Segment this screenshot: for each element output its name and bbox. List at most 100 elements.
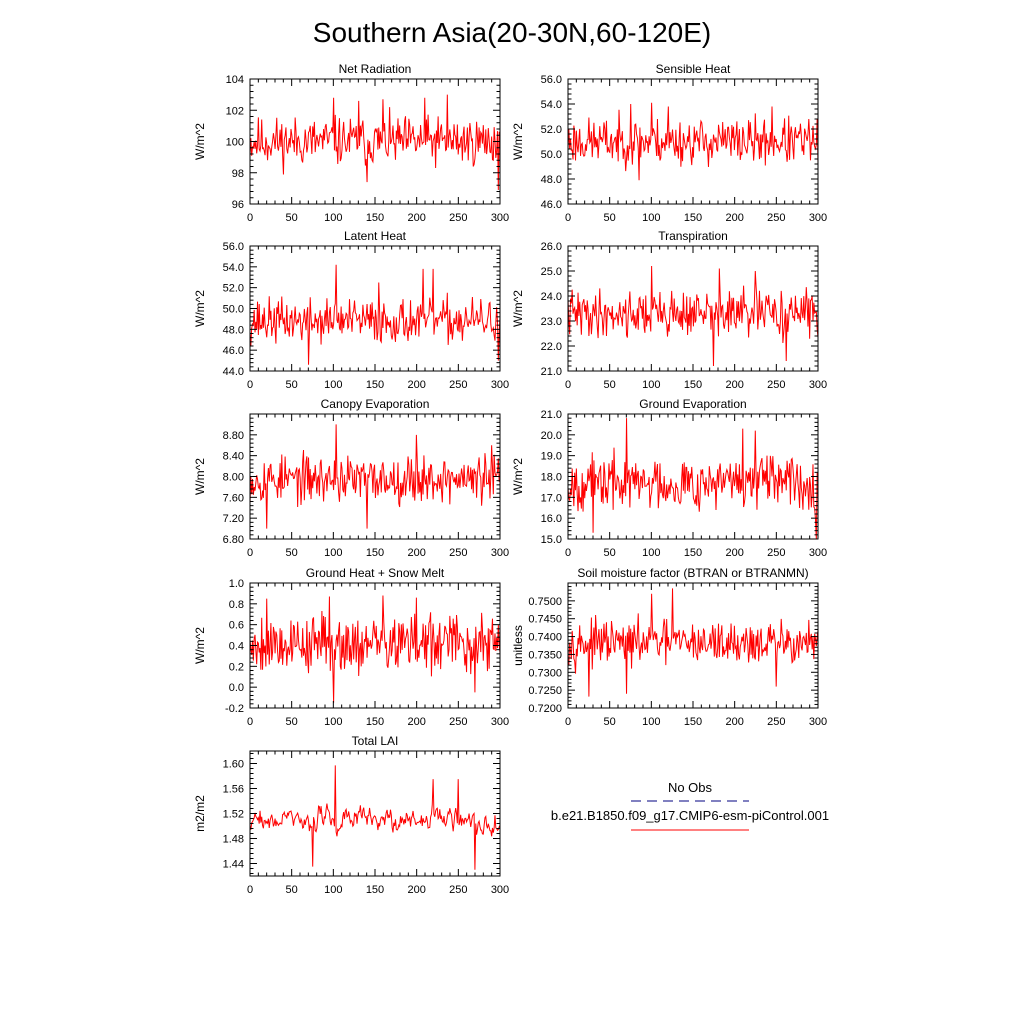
chart-panels: Net Radiation W/m^2 0 50 100 150 200 250 300 96 98… xyxy=(193,62,827,896)
x-tick-label: 250 xyxy=(767,716,785,728)
panel-title: Canopy Evaporation xyxy=(321,397,430,411)
y-tick-label: 7.20 xyxy=(223,513,244,525)
x-tick-label: 250 xyxy=(449,212,467,224)
series-line xyxy=(567,265,819,367)
series-line xyxy=(567,102,819,181)
y-tick-label: 98 xyxy=(232,168,244,180)
y-tick-label: 52.0 xyxy=(223,283,244,295)
x-tick-label: 250 xyxy=(449,547,467,559)
y-tick-label: 0.7400 xyxy=(528,632,562,644)
x-tick-label: 100 xyxy=(324,884,342,896)
panel-8: Soil moisture factor (BTRAN or BTRANMN) u… xyxy=(511,566,827,728)
y-tick-label: 1.0 xyxy=(229,578,244,590)
x-tick-label: 50 xyxy=(604,212,616,224)
y-tick-label: 16.0 xyxy=(541,513,562,525)
x-tick-label: 0 xyxy=(565,716,571,728)
y-tick-label: 21.0 xyxy=(541,366,562,378)
x-tick-label: 150 xyxy=(366,547,384,559)
x-tick-label: 100 xyxy=(642,212,660,224)
y-axis-label: W/m^2 xyxy=(193,458,207,495)
y-tick-label: 8.80 xyxy=(223,430,244,442)
x-tick-label: 150 xyxy=(684,547,702,559)
x-tick-label: 0 xyxy=(565,547,571,559)
y-tick-label: 0.7350 xyxy=(528,649,562,661)
y-tick-label: 54.0 xyxy=(223,262,244,274)
x-tick-label: 0 xyxy=(565,212,571,224)
x-tick-label: 250 xyxy=(767,547,785,559)
x-tick-label: 50 xyxy=(286,547,298,559)
y-tick-label: 96 xyxy=(232,199,244,211)
y-tick-label: 0.7500 xyxy=(528,596,562,608)
y-tick-label: 23.0 xyxy=(541,316,562,328)
panel-2: Sensible Heat W/m^2 0 50 100 150 200 250 300 46.0… xyxy=(511,62,827,224)
y-tick-label: 0.7200 xyxy=(528,703,562,715)
y-tick-label: 56.0 xyxy=(223,241,244,253)
x-tick-label: 0 xyxy=(565,379,571,391)
y-tick-label: 26.0 xyxy=(541,241,562,253)
series-line xyxy=(567,418,819,540)
x-tick-label: 0 xyxy=(247,212,253,224)
y-tick-label: 0.2 xyxy=(229,661,244,673)
panel-9: Total LAI m2/m2 0 50 100 150 200 250 300 1.44 1.48… xyxy=(193,734,509,896)
y-tick-label: 0.4 xyxy=(229,641,244,653)
x-tick-label: 300 xyxy=(809,212,827,224)
y-tick-label: 18.0 xyxy=(541,472,562,484)
panel-title: Soil moisture factor (BTRAN or BTRANMN) xyxy=(577,566,808,580)
x-tick-label: 200 xyxy=(407,212,425,224)
x-tick-label: 0 xyxy=(247,884,253,896)
y-tick-label: 1.56 xyxy=(223,784,244,796)
x-tick-label: 150 xyxy=(366,379,384,391)
panel-frame xyxy=(249,750,501,877)
y-tick-label: 102 xyxy=(226,105,244,117)
x-tick-label: 0 xyxy=(247,379,253,391)
panel-frame xyxy=(249,78,501,205)
x-tick-label: 50 xyxy=(604,379,616,391)
panel-5: Canopy Evaporation W/m^2 0 50 100 150 200 250 30… xyxy=(193,397,509,559)
y-tick-label: 48.0 xyxy=(541,174,562,186)
y-axis-label: m2/m2 xyxy=(193,795,207,832)
y-tick-label: 0.7300 xyxy=(528,667,562,679)
panel-3: Latent Heat W/m^2 0 50 100 150 200 250 300 44.0 46… xyxy=(193,229,509,391)
y-axis-label: W/m^2 xyxy=(193,123,207,160)
y-tick-label: 19.0 xyxy=(541,451,562,463)
x-tick-label: 150 xyxy=(366,212,384,224)
y-tick-label: 21.0 xyxy=(541,409,562,421)
x-tick-label: 300 xyxy=(491,884,509,896)
y-tick-label: 50.0 xyxy=(223,304,244,316)
panel-frame xyxy=(567,78,819,205)
y-axis-label: W/m^2 xyxy=(193,627,207,664)
panel-frame xyxy=(249,245,501,372)
panel-title: Total LAI xyxy=(352,734,399,748)
x-tick-label: 150 xyxy=(684,379,702,391)
x-tick-label: 250 xyxy=(449,379,467,391)
legend: No Obs b.e21.B1850.f09_g17.CMIP6-esm-piC… xyxy=(551,780,829,831)
x-tick-label: 250 xyxy=(449,884,467,896)
x-tick-label: 250 xyxy=(449,716,467,728)
series-line xyxy=(249,424,501,529)
legend-model-label: b.e21.B1850.f09_g17.CMIP6-esm-piControl.… xyxy=(551,808,829,823)
panel-frame xyxy=(567,245,819,372)
y-axis-label: W/m^2 xyxy=(511,123,525,160)
x-tick-label: 200 xyxy=(725,212,743,224)
y-tick-label: 54.0 xyxy=(541,99,562,111)
x-tick-label: 300 xyxy=(809,716,827,728)
x-tick-label: 300 xyxy=(809,379,827,391)
x-tick-label: 100 xyxy=(642,379,660,391)
x-tick-label: 50 xyxy=(604,547,616,559)
y-tick-label: 0.8 xyxy=(229,599,244,611)
y-tick-label: 7.60 xyxy=(223,492,244,504)
y-tick-label: 46.0 xyxy=(541,199,562,211)
y-tick-label: 6.80 xyxy=(223,534,244,546)
panel-1: Net Radiation W/m^2 0 50 100 150 200 250 300 96 98… xyxy=(193,62,509,224)
y-tick-label: 1.52 xyxy=(223,809,244,821)
y-tick-label: 20.0 xyxy=(541,430,562,442)
y-tick-label: 15.0 xyxy=(541,534,562,546)
series-line xyxy=(249,94,501,190)
legend-obs-label: No Obs xyxy=(668,780,713,795)
y-tick-label: 48.0 xyxy=(223,324,244,336)
x-tick-label: 200 xyxy=(725,379,743,391)
y-tick-label: 50.0 xyxy=(541,149,562,161)
y-tick-label: -0.2 xyxy=(225,703,244,715)
series-line xyxy=(567,588,819,697)
